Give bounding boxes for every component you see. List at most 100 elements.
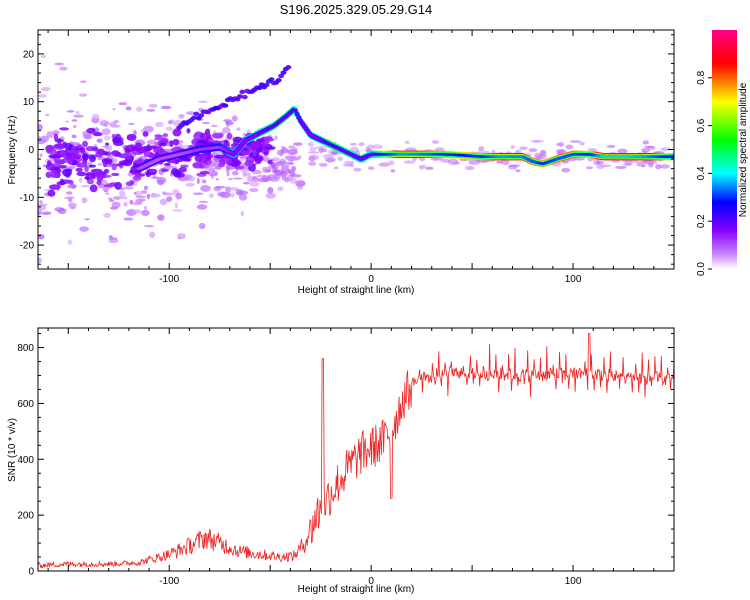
spectrogram-noise-mark (241, 150, 251, 156)
spectrogram-branch-mark (222, 103, 229, 108)
spectrogram-noise-mark (230, 186, 239, 192)
spectrogram-noise-mark (246, 175, 251, 182)
spectrogram-noise-mark (565, 144, 574, 150)
spectrogram-noise-mark (510, 145, 515, 149)
spectrogram-noise-mark (263, 151, 269, 156)
spectrogram-noise-mark (308, 161, 317, 166)
spectrogram-noise-mark (353, 167, 362, 172)
spectrogram-noise-mark (157, 149, 167, 156)
spectrogram-noise-mark (78, 177, 83, 184)
spectrogram-noise-mark (101, 187, 112, 191)
spectrogram-branch-mark (193, 111, 200, 116)
spectrogram-noise-mark (274, 135, 278, 140)
spectrogram-noise-mark (39, 200, 43, 204)
spectrogram-ridge-mark (238, 144, 244, 148)
spectrogram-noise-mark (159, 142, 167, 147)
snr-y-tick-label: 0 (28, 567, 34, 578)
spectrogram-noise-mark (101, 128, 111, 136)
spectrogram-image (38, 55, 674, 263)
spectrogram-noise-mark (100, 179, 108, 186)
spectrogram-noise-mark (171, 209, 183, 212)
spectrogram-noise-mark (38, 233, 45, 240)
spectrogram-noise-mark (119, 190, 126, 197)
spectrogram-noise-mark (85, 146, 96, 152)
spectrogram-noise-mark (251, 170, 263, 175)
spectrogram-ridge-mark (232, 151, 238, 154)
spectrogram-noise-mark (207, 154, 214, 159)
spectrogram-noise-mark (238, 193, 248, 201)
spectrogram-noise-mark (629, 159, 639, 163)
spectrogram-noise-mark (201, 179, 207, 184)
spectrogram-noise-mark (67, 239, 73, 246)
spectrogram-noise-mark (86, 172, 92, 176)
spectrogram-noise-mark (120, 195, 128, 200)
spectrogram-noise-mark (307, 141, 314, 147)
spectrogram-noise-mark (49, 184, 61, 190)
spectrogram-noise-mark (578, 142, 585, 146)
spectrogram-noise-mark (403, 160, 416, 164)
spectrogram-noise-mark (133, 129, 137, 136)
spectrogram-noise-mark (76, 144, 83, 149)
spectrogram-noise-mark (424, 166, 434, 171)
spectrogram-noise-mark (75, 110, 80, 115)
spectrogram-noise-mark (148, 152, 155, 159)
chart-title: S196.2025.329.05.29.G14 (280, 2, 433, 17)
spectrogram-noise-mark (128, 122, 135, 125)
spectrogram-noise-mark (45, 147, 57, 155)
spectrogram-noise-mark (175, 192, 182, 200)
spectrogram-noise-mark (149, 231, 156, 238)
spectrogram-noise-mark (169, 140, 174, 147)
spectrogram-noise-mark (290, 156, 300, 161)
spectrogram-noise-mark (404, 140, 410, 145)
spectrogram-noise-mark (240, 210, 244, 217)
spectrogram-noise-mark (132, 147, 141, 152)
spectrogram-noise-mark (58, 165, 67, 169)
spectrogram-ridge-mark (303, 127, 309, 131)
spectrogram-branch-mark (275, 78, 282, 83)
spectrogram-noise-mark (97, 162, 103, 166)
spectrogram-noise-mark (265, 192, 277, 199)
spectrogram-noise-mark (102, 161, 108, 168)
spectrogram-noise-mark (38, 93, 47, 98)
spectrogram-noise-mark (286, 156, 292, 162)
spectrogram-noise-mark (142, 131, 149, 137)
spectrogram-noise-mark (538, 153, 547, 160)
spectrogram-noise-mark (214, 154, 226, 159)
spectrogram-noise-mark (378, 162, 390, 167)
spectrogram-noise-mark (94, 170, 105, 178)
spectrogram-noise-mark (172, 128, 182, 137)
spectrogram-noise-mark (264, 137, 275, 142)
spectrogram-noise-mark (198, 200, 209, 203)
spectrogram-noise-mark (288, 145, 296, 149)
spectrogram-noise-mark (191, 138, 203, 146)
spectrogram-noise-mark (65, 120, 69, 123)
spectrogram-noise-mark (199, 164, 205, 169)
spectrogram-noise-mark (225, 120, 230, 127)
spectrogram-noise-mark (600, 164, 612, 167)
spectrogram-noise-mark (73, 125, 77, 128)
spectrogram-noise-mark (291, 152, 296, 155)
spectrogram-noise-mark (172, 138, 180, 146)
spectrogram-noise-mark (84, 165, 89, 173)
spectrogram-noise-mark (318, 148, 324, 153)
spectrogram-noise-mark (69, 206, 76, 210)
spectrogram-noise-mark (71, 119, 78, 122)
spectrogram-y-tick-label: -20 (20, 241, 35, 252)
spectrogram-noise-mark (84, 218, 90, 221)
spectrogram-noise-mark (196, 177, 200, 185)
spectrogram-noise-mark (133, 182, 138, 186)
spectrogram-noise-mark (323, 154, 334, 159)
spectrogram-noise-mark (371, 144, 383, 150)
spectrogram-noise-mark (215, 177, 220, 181)
spectrogram-y-tick-label: -10 (20, 193, 35, 204)
spectrogram-noise-mark (478, 146, 485, 152)
spectrogram-noise-mark (112, 107, 116, 111)
spectrogram-noise-mark (135, 190, 142, 197)
snr-y-tick-label: 400 (17, 455, 34, 466)
spectrogram-ridge-mark (305, 130, 311, 133)
spectrogram-noise-mark (318, 162, 328, 167)
spectrogram-noise-mark (331, 151, 338, 156)
snr-x-tick-label: 0 (368, 576, 374, 587)
spectrogram-noise-mark (114, 181, 122, 190)
spectrogram-noise-mark (192, 192, 204, 196)
